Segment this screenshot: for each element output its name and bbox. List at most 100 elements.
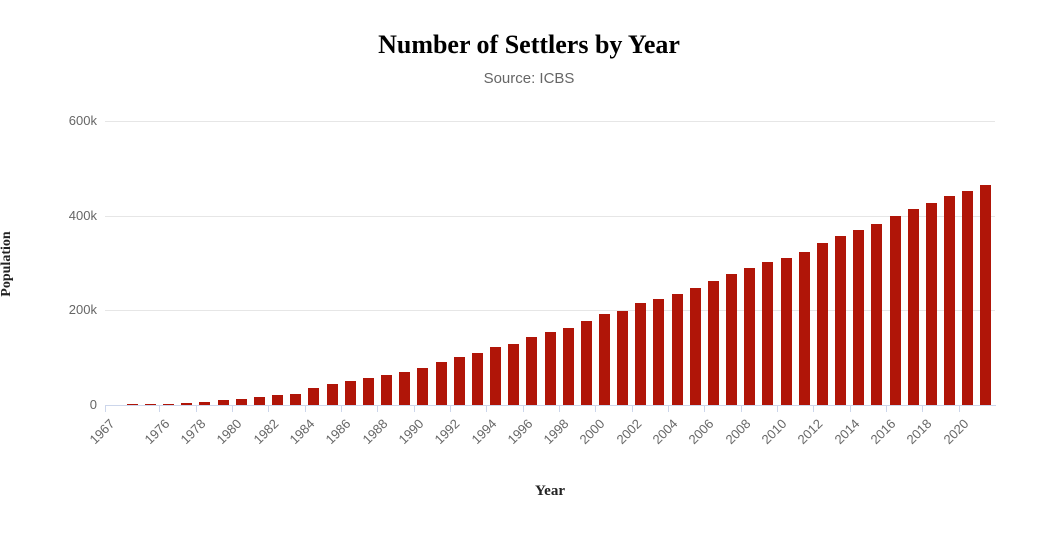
x-tick-label-2012: 2012 xyxy=(794,416,826,448)
bar-1998[interactable] xyxy=(562,327,574,405)
bar-2013[interactable] xyxy=(835,236,847,405)
bar-2003[interactable] xyxy=(653,298,665,405)
bar-1977[interactable] xyxy=(181,402,193,405)
bar-1985[interactable] xyxy=(326,384,338,405)
bar-1996[interactable] xyxy=(526,337,538,405)
x-tick-mark-2004 xyxy=(668,406,670,412)
bar-1984[interactable] xyxy=(308,388,320,405)
bar-2019[interactable] xyxy=(944,195,956,405)
bar-2011[interactable] xyxy=(798,251,810,405)
bar-2021[interactable] xyxy=(980,184,992,405)
bar-2020[interactable] xyxy=(962,191,974,405)
x-tick-label-1976: 1976 xyxy=(141,416,173,448)
bar-2018[interactable] xyxy=(925,202,937,405)
x-tick-mark-2006 xyxy=(704,406,706,412)
bar-1976[interactable] xyxy=(163,403,175,405)
bar-1987[interactable] xyxy=(362,377,374,405)
bar-1992[interactable] xyxy=(453,357,465,405)
x-tick-mark-2000 xyxy=(595,406,597,412)
bar-1986[interactable] xyxy=(344,380,356,405)
chart-title: Number of Settlers by Year xyxy=(378,30,680,59)
x-tick-label-2010: 2010 xyxy=(758,416,790,448)
x-tick-mark-1986 xyxy=(341,406,343,412)
bar-1988[interactable] xyxy=(381,374,393,405)
x-tick-mark-1976 xyxy=(159,406,161,412)
x-tick-label-1967: 1967 xyxy=(86,416,118,448)
x-tick-mark-1984 xyxy=(304,406,306,412)
gridline-200k xyxy=(105,310,995,312)
x-tick-mark-1988 xyxy=(377,406,379,412)
x-axis-line xyxy=(105,405,996,406)
bar-2006[interactable] xyxy=(707,281,719,405)
bar-1997[interactable] xyxy=(544,331,556,405)
bar-2001[interactable] xyxy=(617,311,629,405)
bar-1989[interactable] xyxy=(399,371,411,405)
gridline-600k xyxy=(105,121,995,122)
bar-1994[interactable] xyxy=(490,346,501,405)
bar-1999[interactable] xyxy=(580,321,592,405)
bar-2016[interactable] xyxy=(889,216,901,405)
bar-2012[interactable] xyxy=(816,243,828,405)
bar-2000[interactable] xyxy=(598,313,610,405)
bar-1993[interactable] xyxy=(471,352,483,405)
bar-1990[interactable] xyxy=(417,367,429,405)
bar-2004[interactable] xyxy=(671,294,683,405)
x-tick-label-1984: 1984 xyxy=(286,416,318,448)
bar-1983[interactable] xyxy=(290,394,302,405)
x-tick-label-1998: 1998 xyxy=(540,416,572,448)
y-axis-title: Population xyxy=(0,231,14,297)
x-tick-label-1994: 1994 xyxy=(467,416,500,448)
bar-1982[interactable] xyxy=(272,395,284,405)
x-tick-mark-1996 xyxy=(522,406,524,412)
x-tick-label-2000: 2000 xyxy=(576,416,609,448)
bar-2015[interactable] xyxy=(871,223,883,405)
x-tick-mark-1994 xyxy=(486,406,488,412)
bar-2005[interactable] xyxy=(689,287,701,405)
bar-1979[interactable] xyxy=(217,400,229,405)
bar-1991[interactable] xyxy=(435,362,447,405)
x-tick-mark-2018 xyxy=(922,406,924,412)
x-tick-mark-1978 xyxy=(195,406,197,412)
bar-2007[interactable] xyxy=(726,274,738,405)
x-tick-label-1982: 1982 xyxy=(250,416,282,448)
x-tick-label-1996: 1996 xyxy=(504,416,536,448)
x-tick-label-2004: 2004 xyxy=(649,416,681,448)
x-tick-mark-2014 xyxy=(849,406,851,412)
y-tick-label-400k: 400k xyxy=(68,207,97,223)
y-tick-label-0: 0 xyxy=(89,397,97,412)
x-tick-label-2008: 2008 xyxy=(722,416,754,448)
bar-2010[interactable] xyxy=(780,257,792,405)
plot-area xyxy=(105,121,995,405)
y-tick-label-600k: 600k xyxy=(68,113,97,128)
x-tick-mark-2012 xyxy=(813,406,815,412)
x-tick-mark-1992 xyxy=(450,406,452,412)
x-tick-label-1990: 1990 xyxy=(395,416,427,448)
x-axis-title: Year xyxy=(535,483,565,499)
bar-2014[interactable] xyxy=(853,229,865,405)
bar-2017[interactable] xyxy=(907,209,919,405)
bar-1995[interactable] xyxy=(508,344,520,405)
bar-2002[interactable] xyxy=(635,303,647,405)
x-tick-label-2002: 2002 xyxy=(613,416,645,448)
x-tick-mark-2002 xyxy=(631,406,633,412)
bar-1978[interactable] xyxy=(199,401,211,405)
x-tick-label-1988: 1988 xyxy=(358,416,391,448)
chart-subtitle: Source: ICBS xyxy=(483,70,575,87)
x-tick-mark-1982 xyxy=(268,406,270,412)
bar-2008[interactable] xyxy=(744,267,756,405)
bar-1981[interactable] xyxy=(253,397,265,405)
bar-1974[interactable] xyxy=(126,404,138,405)
x-tick-mark-1998 xyxy=(559,406,561,412)
x-tick-label-1980: 1980 xyxy=(213,416,245,448)
bar-1975[interactable] xyxy=(144,403,156,405)
gridline-400k xyxy=(105,215,995,217)
bar-1980[interactable] xyxy=(235,399,247,405)
y-tick-label-200k: 200k xyxy=(68,302,97,318)
x-tick-label-1992: 1992 xyxy=(431,416,463,448)
x-tick-label-2020: 2020 xyxy=(940,416,972,448)
bar-2009[interactable] xyxy=(762,262,774,405)
x-tick-label-2006: 2006 xyxy=(685,416,717,448)
x-tick-mark-1967 xyxy=(105,406,106,412)
x-tick-label-1978: 1978 xyxy=(177,416,209,448)
